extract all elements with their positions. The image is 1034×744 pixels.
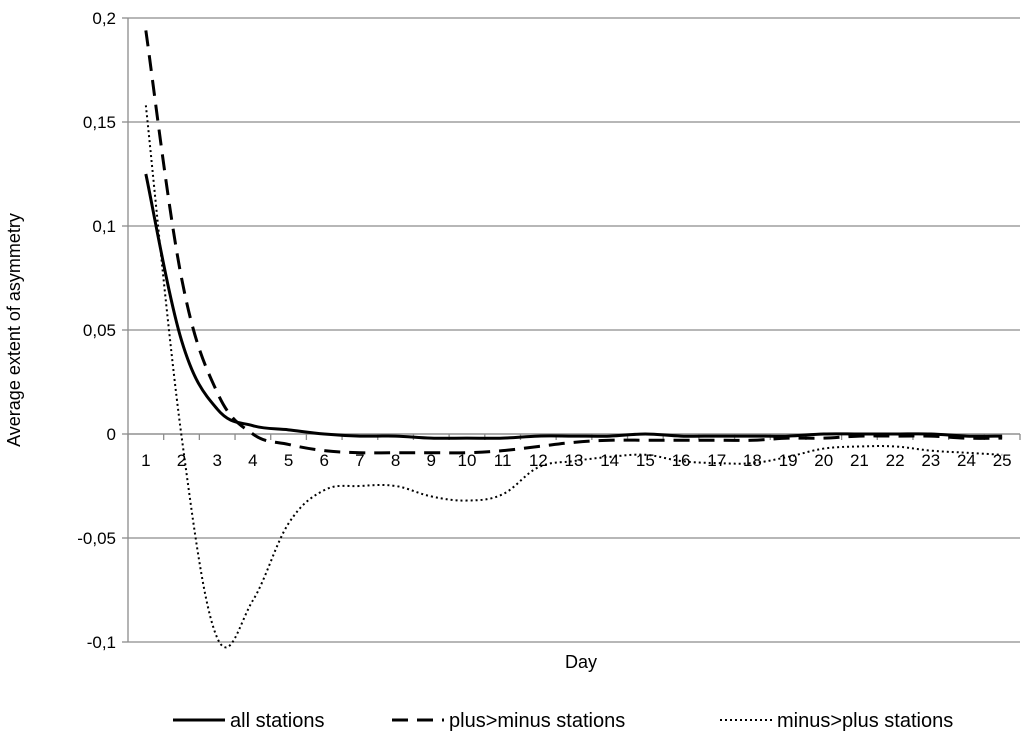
x-tick-label: 22 [886, 451, 905, 470]
legend-label: plus>minus stations [449, 710, 625, 732]
y-tick-label: 0,1 [92, 217, 116, 236]
series-line-plus-minus-stations [144, 30, 1003, 455]
x-tick-label: 16 [672, 451, 691, 470]
x-tick-label: 1 [141, 451, 150, 470]
series-lines [144, 30, 1003, 649]
x-tick-label: 21 [850, 451, 869, 470]
series-line-minus-plus-stations [144, 105, 1003, 649]
x-tick-labels: 1 2 3 4 5 6 7 8 9 10 11 12 13 14 15 16 17 18 19 20 21 22 23 24 2… [141, 451, 1012, 470]
y-tick-label: 0,15 [83, 113, 116, 132]
x-tick-label: 18 [743, 451, 762, 470]
y-tick-label: 0,2 [92, 9, 116, 28]
y-tick-label: -0,05 [77, 529, 116, 548]
x-tick-label: 13 [565, 451, 584, 470]
x-tick-label: 14 [600, 451, 619, 470]
x-axis-title: Day [565, 652, 597, 672]
x-tick-label: 11 [494, 451, 512, 470]
x-tick-label: 10 [457, 451, 476, 470]
x-tick-label: 6 [320, 451, 329, 470]
x-tick-label: 2 [177, 451, 186, 470]
y-axis-title: Average extent of asymmetry [4, 213, 24, 447]
y-tick-label: 0 [107, 425, 116, 444]
x-tick-label: 12 [529, 451, 548, 470]
x-tick-label: 9 [427, 451, 436, 470]
legend: all stations plus>minus stations minus>plu… [173, 710, 953, 732]
y-tick-labels: 0,2 0,15 0,1 0,05 0 -0,05 -0,1 [77, 9, 116, 652]
x-tick-label: 7 [355, 451, 364, 470]
x-tick-label: 4 [248, 451, 257, 470]
x-tick-label: 25 [993, 451, 1012, 470]
y-tick-label: -0,1 [87, 633, 116, 652]
x-tick-label: 24 [957, 451, 976, 470]
y-tick-label: 0,05 [83, 321, 116, 340]
gridlines [122, 17, 1020, 643]
x-tick-label: 5 [284, 451, 293, 470]
x-tick-label: 3 [212, 451, 221, 470]
x-tick-label: 23 [921, 451, 940, 470]
legend-label: all stations [230, 710, 325, 732]
x-tick-label: 19 [779, 451, 798, 470]
x-tick-label: 8 [391, 451, 400, 470]
legend-label: minus>plus stations [777, 710, 953, 732]
x-tick-label: 17 [707, 451, 726, 470]
x-tick-label: 20 [814, 451, 833, 470]
series-line-all-stations [144, 173, 1003, 440]
